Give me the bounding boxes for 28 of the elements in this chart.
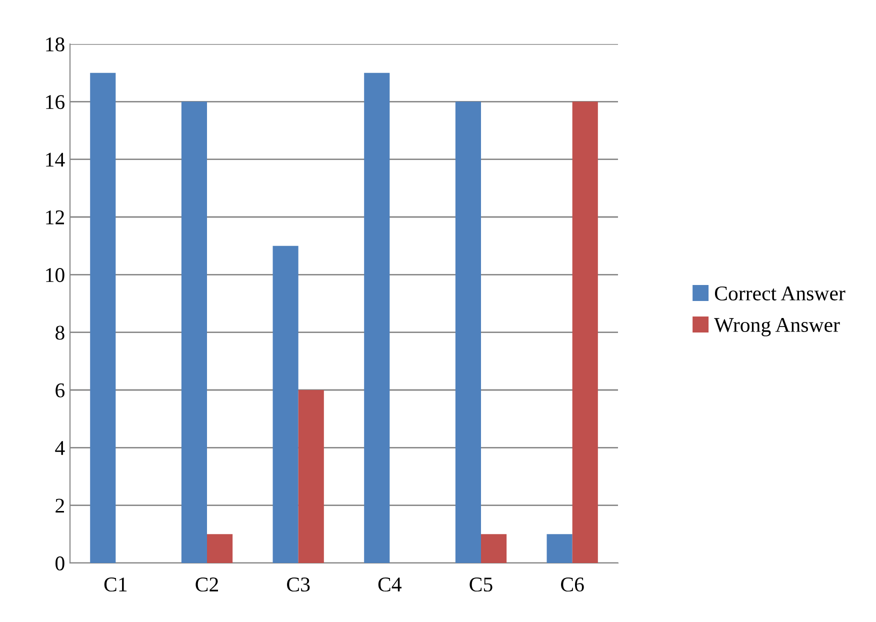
y-tick-label: 4 <box>55 441 65 455</box>
y-tick-label: 0 <box>56 556 64 570</box>
x-tick-label: C2 <box>196 578 218 592</box>
x-tick-label: C4 <box>378 578 402 592</box>
y-tick-label: 18 <box>46 37 64 52</box>
legend-label: Correct Answer <box>714 286 846 300</box>
bar <box>546 534 572 563</box>
bar <box>298 390 324 563</box>
bar <box>364 72 390 563</box>
bar <box>207 534 233 563</box>
x-tick-label: C3 <box>287 578 310 592</box>
bar <box>455 102 481 563</box>
y-tick-label: 6 <box>56 383 65 398</box>
x-tick-label: C5 <box>470 578 492 592</box>
bar <box>90 72 116 563</box>
bar <box>572 102 598 563</box>
legend-label: Wrong Answer <box>714 318 840 336</box>
bar <box>481 534 507 563</box>
y-tick-label: 14 <box>46 152 65 167</box>
y-tick-label: 12 <box>46 210 64 224</box>
y-tick-label: 2 <box>56 498 64 513</box>
y-tick-label: 10 <box>46 268 64 282</box>
y-tick-label: 16 <box>46 95 65 110</box>
bar <box>181 102 207 563</box>
x-tick-label: C6 <box>561 578 584 592</box>
x-tick-label: C1 <box>104 578 127 592</box>
bar <box>272 246 298 563</box>
y-tick-label: 8 <box>56 326 64 340</box>
